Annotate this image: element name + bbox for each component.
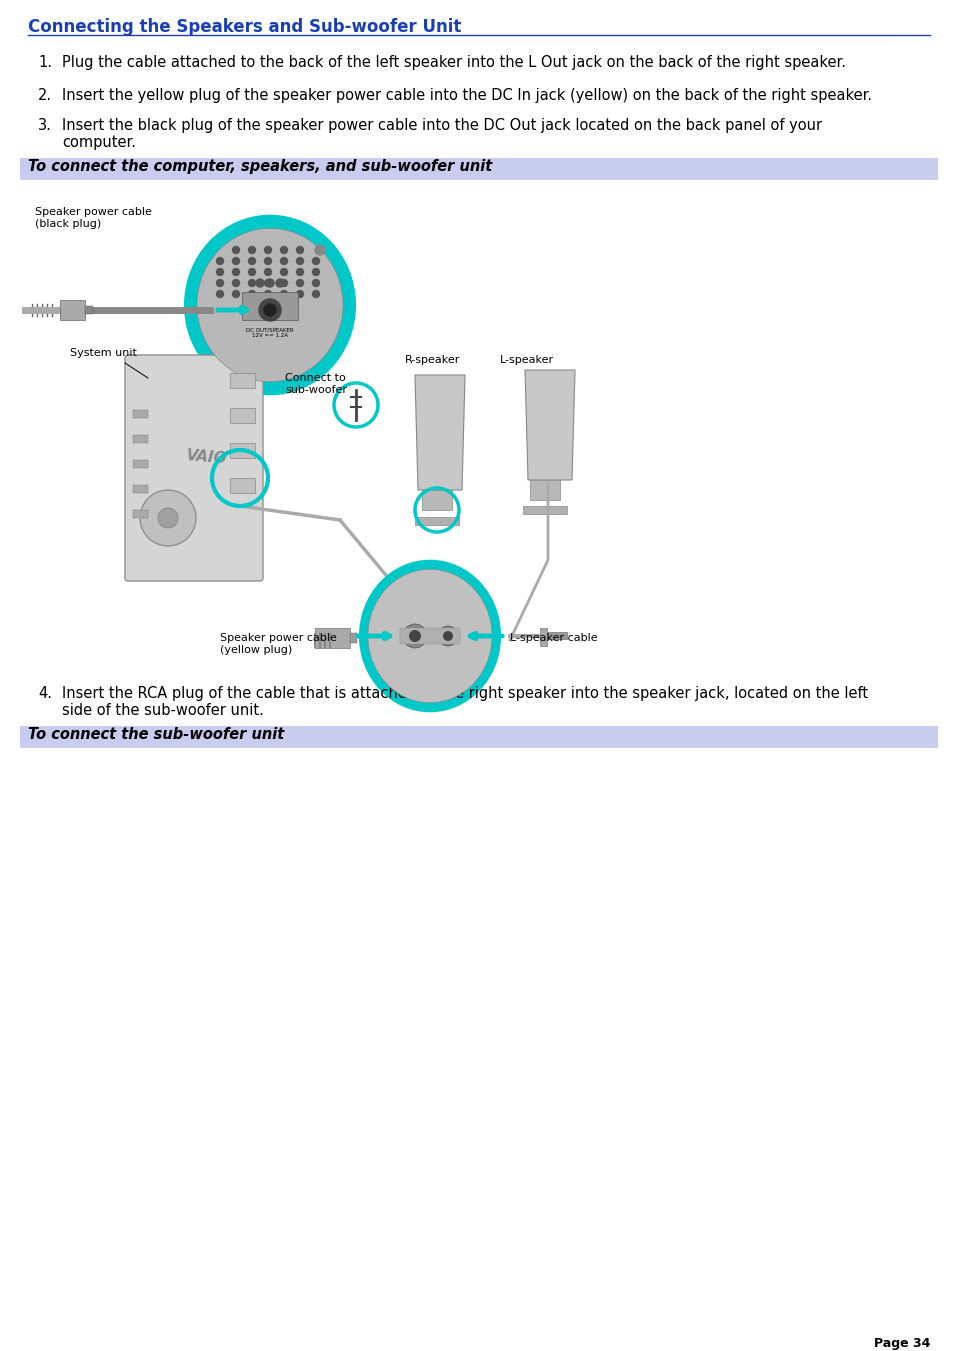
- Polygon shape: [415, 376, 464, 490]
- Ellipse shape: [368, 569, 492, 703]
- Bar: [415, 517, 458, 526]
- Text: System unit: System unit: [70, 349, 136, 358]
- Circle shape: [296, 280, 303, 286]
- Bar: [60, 300, 85, 320]
- Circle shape: [158, 508, 178, 528]
- Circle shape: [313, 269, 319, 276]
- Circle shape: [264, 246, 272, 254]
- Text: 3.: 3.: [38, 118, 51, 132]
- Circle shape: [280, 246, 287, 254]
- Circle shape: [264, 258, 272, 265]
- Circle shape: [313, 290, 319, 297]
- Text: Insert the yellow plug of the speaker power cable into the DC In jack (yellow) o: Insert the yellow plug of the speaker po…: [62, 88, 871, 103]
- Circle shape: [280, 269, 287, 276]
- Bar: [539, 628, 546, 646]
- Circle shape: [233, 258, 239, 265]
- Bar: [546, 632, 566, 639]
- Text: R-speaker: R-speaker: [405, 355, 460, 365]
- Text: 1.: 1.: [38, 55, 52, 70]
- Circle shape: [296, 290, 303, 297]
- Circle shape: [140, 490, 195, 546]
- Circle shape: [280, 280, 287, 286]
- Circle shape: [264, 269, 272, 276]
- Bar: [522, 507, 566, 513]
- Text: Insert the RCA plug of the cable that is attached to the right speaker into the : Insert the RCA plug of the cable that is…: [62, 686, 867, 701]
- Circle shape: [248, 269, 255, 276]
- Circle shape: [313, 280, 319, 286]
- Bar: [230, 478, 254, 493]
- Text: Speaker power cable
(yellow plug): Speaker power cable (yellow plug): [220, 634, 336, 655]
- Text: L-speaker cable: L-speaker cable: [510, 634, 597, 643]
- Bar: [20, 725, 937, 748]
- Circle shape: [275, 280, 284, 286]
- Bar: [230, 443, 254, 458]
- Bar: [530, 480, 559, 500]
- Text: Page 34: Page 34: [873, 1337, 929, 1350]
- Circle shape: [264, 290, 272, 297]
- Text: DC OUT/SPEAKER
12V == 1.2A: DC OUT/SPEAKER 12V == 1.2A: [246, 327, 294, 338]
- Text: VAIO: VAIO: [186, 447, 228, 466]
- Text: To connect the computer, speakers, and sub-woofer unit: To connect the computer, speakers, and s…: [28, 159, 492, 174]
- Circle shape: [296, 246, 303, 254]
- Circle shape: [248, 246, 255, 254]
- Bar: [0, 182, 953, 667]
- Circle shape: [280, 258, 287, 265]
- Bar: [132, 509, 148, 517]
- Text: Speaker power cable
(black plug): Speaker power cable (black plug): [35, 207, 152, 228]
- Bar: [132, 459, 148, 467]
- Ellipse shape: [185, 216, 355, 394]
- Circle shape: [280, 290, 287, 297]
- Circle shape: [266, 280, 274, 286]
- Text: L-speaker: L-speaker: [499, 355, 554, 365]
- Ellipse shape: [359, 561, 499, 711]
- Bar: [85, 305, 92, 313]
- Bar: [230, 373, 254, 388]
- Bar: [132, 435, 148, 443]
- Bar: [132, 485, 148, 493]
- Text: To connect the sub-woofer unit: To connect the sub-woofer unit: [28, 727, 284, 742]
- Text: Insert the black plug of the speaker power cable into the DC Out jack located on: Insert the black plug of the speaker pow…: [62, 118, 821, 150]
- Bar: [350, 634, 356, 643]
- Circle shape: [255, 280, 264, 286]
- Circle shape: [296, 258, 303, 265]
- Text: 4.: 4.: [38, 686, 52, 701]
- Circle shape: [248, 258, 255, 265]
- Circle shape: [314, 245, 325, 255]
- Text: Connect to
sub-woofer: Connect to sub-woofer: [285, 373, 347, 394]
- FancyBboxPatch shape: [125, 355, 263, 581]
- Text: side of the sub-woofer unit.: side of the sub-woofer unit.: [62, 703, 264, 717]
- Circle shape: [248, 290, 255, 297]
- Circle shape: [216, 280, 223, 286]
- Bar: [399, 628, 459, 644]
- Circle shape: [442, 631, 453, 640]
- Circle shape: [216, 269, 223, 276]
- Ellipse shape: [196, 228, 343, 381]
- Circle shape: [233, 269, 239, 276]
- Text: Connecting the Speakers and Sub-woofer Unit: Connecting the Speakers and Sub-woofer U…: [28, 18, 461, 36]
- Circle shape: [258, 299, 281, 322]
- Circle shape: [409, 630, 420, 642]
- Circle shape: [264, 280, 272, 286]
- Bar: [314, 628, 350, 648]
- Circle shape: [313, 258, 319, 265]
- Bar: [132, 409, 148, 417]
- Circle shape: [233, 246, 239, 254]
- Text: Plug the cable attached to the back of the left speaker into the L Out jack on t: Plug the cable attached to the back of t…: [62, 55, 845, 70]
- Bar: [242, 292, 297, 320]
- Bar: [20, 158, 937, 180]
- Circle shape: [233, 290, 239, 297]
- Bar: [421, 490, 452, 509]
- Circle shape: [216, 290, 223, 297]
- Circle shape: [233, 280, 239, 286]
- Bar: [230, 408, 254, 423]
- Circle shape: [437, 626, 457, 646]
- Text: 2.: 2.: [38, 88, 52, 103]
- Circle shape: [216, 258, 223, 265]
- Circle shape: [248, 280, 255, 286]
- Polygon shape: [524, 370, 575, 480]
- Circle shape: [296, 269, 303, 276]
- Circle shape: [264, 304, 275, 316]
- Circle shape: [402, 624, 427, 648]
